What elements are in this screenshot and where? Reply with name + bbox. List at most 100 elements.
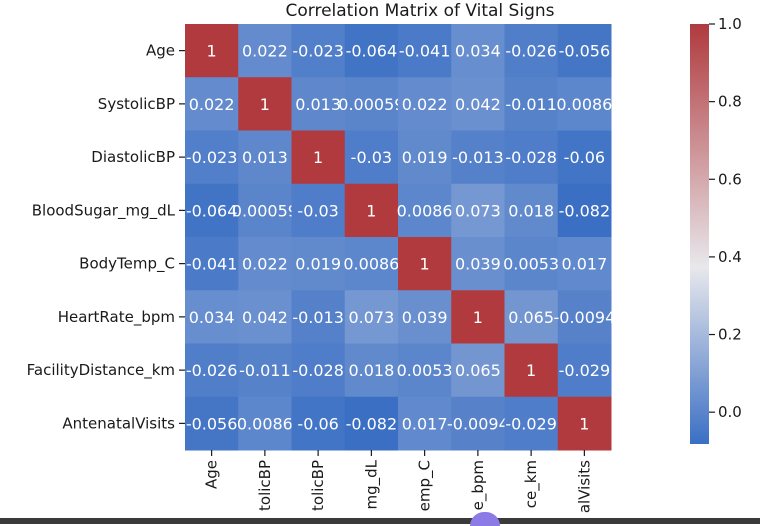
- cell-value-label: 0.022: [402, 95, 448, 114]
- heatmap-cell: [451, 130, 505, 185]
- heatmap-cell: [451, 24, 505, 78]
- cell-value-label: 0.0053: [503, 255, 559, 274]
- heatmap-cell: [504, 396, 559, 451]
- heatmap-cell: [398, 343, 452, 398]
- heatmap-cell: [185, 290, 239, 344]
- heatmap-cell: [344, 77, 399, 131]
- heatmap-cell: [451, 396, 505, 451]
- heatmap-cell: [557, 237, 612, 291]
- cell-value-label: 0.0053: [397, 361, 453, 380]
- row-label: Age: [146, 42, 175, 60]
- cell-value-label: 1: [207, 42, 217, 61]
- cell-value-label: 0.073: [455, 201, 501, 220]
- column-label: tolicBP: [256, 460, 274, 511]
- heatmap-cell: [398, 77, 452, 131]
- row-label: AntenatalVisits: [62, 414, 175, 432]
- cell-value-label: 0.00059: [338, 95, 404, 114]
- heatmap-cell: [344, 290, 399, 344]
- colorbar-tick-label: 0.6: [718, 170, 742, 188]
- heatmap-cell: [557, 343, 612, 398]
- taskbar-knob: [470, 512, 500, 526]
- column-label: alVisits: [575, 460, 593, 513]
- cell-value-label: -0.026: [505, 42, 557, 61]
- heatmap-cell: [185, 130, 239, 185]
- heatmap-cell: [557, 396, 612, 451]
- heatmap-cell: [504, 77, 559, 131]
- cell-value-label: 0.034: [189, 308, 235, 327]
- column-label: ce_km: [522, 460, 541, 508]
- row-label: DiastolicBP: [91, 148, 175, 166]
- colorbar-ticks: 0.0 0.2 0.4 0.6 0.8 1.0: [709, 15, 742, 421]
- heatmap-cell: [398, 396, 452, 451]
- colorbar-tick-label: 0.0: [718, 403, 742, 421]
- cell-value-label: 0.018: [508, 201, 554, 220]
- cell-value-label: 1: [579, 414, 589, 433]
- heatmap-cell: [451, 183, 505, 238]
- cell-value-label: 0.022: [189, 95, 235, 114]
- colorbar-tick-label: 0.2: [718, 326, 742, 344]
- heatmap-cell: [291, 343, 346, 398]
- heatmap-cell: [504, 343, 559, 398]
- heatmap-cell: [238, 396, 292, 451]
- cell-value-label: 1: [420, 255, 430, 274]
- colorbar-tick-label: 0.4: [718, 248, 742, 266]
- heatmap-cell: [185, 24, 239, 78]
- heatmap-cell: [344, 183, 399, 238]
- cell-value-label: 0.0086: [237, 414, 293, 433]
- cell-value-label: 0.034: [455, 42, 501, 61]
- heatmap-cell: [185, 77, 239, 131]
- column-labels: Age tolicBP tolicBP mg_dL emp_C e_bpm ce_km alV…: [203, 450, 593, 513]
- heatmap-cell: [185, 396, 239, 451]
- heatmap-cell: [398, 290, 452, 344]
- cell-value-label: 1: [313, 148, 323, 167]
- heatmap-cell: [451, 290, 505, 344]
- cell-value-label: -0.03: [297, 201, 338, 220]
- heatmap-cell: [238, 24, 292, 78]
- heatmap-cell: [557, 77, 612, 131]
- heatmap-cell: [185, 343, 239, 398]
- heatmap-cell: [238, 343, 292, 398]
- heatmap-cell: [238, 77, 292, 131]
- column-label: mg_dL: [362, 459, 381, 509]
- cell-value-label: 0.022: [242, 255, 288, 274]
- heatmap-cell: [504, 130, 559, 185]
- cell-value-label: -0.082: [559, 201, 611, 220]
- heatmap-cell: [557, 130, 612, 185]
- cell-value-label: 0.0086: [397, 201, 453, 220]
- heatmap-cell: [398, 130, 452, 185]
- cell-value-label: -0.0094: [553, 308, 615, 327]
- colorbar-tick-label: 0.8: [718, 93, 742, 111]
- column-label: emp_C: [416, 460, 435, 511]
- row-label: SystolicBP: [98, 95, 175, 113]
- cell-value-label: 1: [473, 308, 483, 327]
- cell-value-label: -0.023: [186, 148, 238, 167]
- cell-value-label: -0.06: [297, 414, 338, 433]
- row-label: HeartRate_bpm: [58, 308, 175, 327]
- cell-value-label: 0.0086: [556, 95, 612, 114]
- heatmap-cell: [238, 290, 292, 344]
- cell-value-label: 0.042: [455, 95, 501, 114]
- heatmap-cell: [557, 290, 612, 344]
- cell-value-label: 0.065: [508, 308, 554, 327]
- cell-value-label: 0.039: [402, 308, 448, 327]
- heatmap-cell: [238, 183, 292, 238]
- cell-value-label: 0.073: [348, 308, 394, 327]
- cell-value-label: -0.023: [292, 42, 344, 61]
- cell-value-label: -0.056: [559, 42, 611, 61]
- cell-value-label: -0.082: [346, 414, 398, 433]
- cell-value-label: -0.029: [505, 414, 557, 433]
- heatmap-cell: [398, 24, 452, 78]
- heatmap-cell: [557, 24, 612, 78]
- cell-value-label: 1: [260, 95, 270, 114]
- colorbar-tick-label: 1.0: [718, 15, 742, 33]
- heatmap-cell: [291, 290, 346, 344]
- row-label: BloodSugar_mg_dL: [32, 201, 176, 220]
- cell-value-label: -0.06: [564, 148, 605, 167]
- heatmap-cell: [504, 237, 559, 291]
- cell-value-label: 0.013: [295, 95, 341, 114]
- heatmap-cell: [398, 183, 452, 238]
- heatmap-cell: [451, 343, 505, 398]
- cell-value-label: 0.042: [242, 308, 288, 327]
- heatmap-cell: [451, 77, 505, 131]
